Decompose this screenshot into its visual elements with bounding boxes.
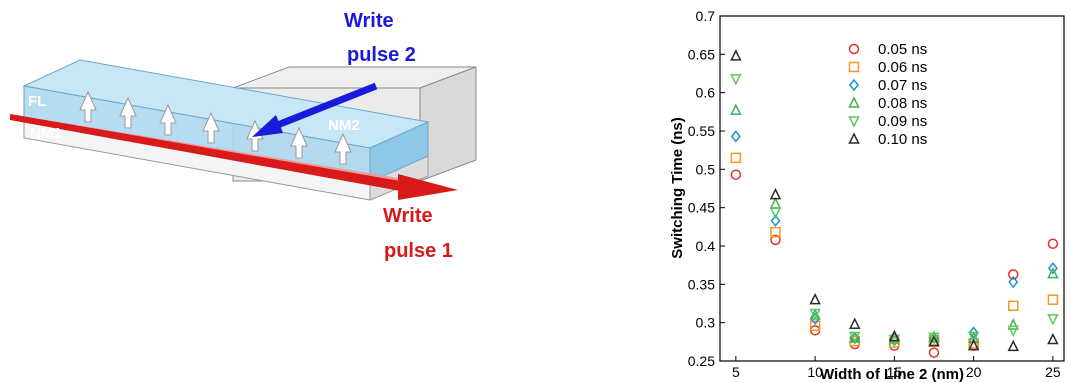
write-pulse-1-label-line1: Write (383, 205, 433, 227)
data-point-series-1 (1047, 294, 1059, 305)
spin-arrow-icon (119, 96, 137, 129)
write-pulse-1-arrow (10, 114, 458, 200)
data-point-series-3 (1007, 318, 1019, 330)
spin-arrow-icon (79, 90, 97, 123)
data-point-series-5 (769, 187, 782, 200)
write-pulse-2-arrow (252, 82, 378, 137)
data-point-series-5 (1007, 339, 1019, 352)
data-point-series-1 (730, 152, 742, 164)
data-point-series-4 (1007, 325, 1019, 338)
legend-label-1: 0.06 ns (878, 59, 927, 76)
data-point-series-5 (928, 335, 940, 347)
spin-arrow-icon (159, 103, 177, 136)
legend: 0.05 ns0.06 ns0.07 ns0.08 ns0.09 ns0.10 … (848, 41, 927, 148)
y-tick-label: 0.25 (688, 353, 715, 369)
x-tick-label: 10 (807, 364, 823, 380)
data-point-series-3 (730, 103, 742, 116)
data-point-series-5 (730, 49, 742, 61)
data-point-series-4 (730, 74, 742, 86)
nm1-label: NM1 (30, 125, 62, 142)
x-axis-title: Width of Line 2 (nm) (820, 366, 964, 383)
data-point-series-4 (769, 207, 782, 219)
data-point-series-0 (1008, 269, 1019, 280)
legend-marker-2 (849, 78, 859, 92)
x-tick-label: 15 (887, 364, 903, 380)
data-point-series-2 (1008, 275, 1019, 289)
x-tick-label: 25 (1045, 364, 1061, 380)
legend-marker-5 (848, 132, 860, 144)
y-tick-label: 0.6 (696, 85, 716, 101)
data-point-series-5 (967, 338, 980, 351)
legend-label-0: 0.05 ns (878, 41, 927, 58)
spin-arrow-icon (334, 132, 352, 165)
spin-arrow-icon (290, 126, 308, 159)
data-point-series-0 (770, 234, 781, 246)
data-point-series-3 (888, 332, 901, 344)
data-point-series-3 (769, 197, 782, 209)
switching-time-chart: 0.25 0.3 0.35 0.4 0.45 0.5 0.55 0.6 0.65 0.7 5 10 1… (669, 8, 1065, 383)
y-tick-label: 0.4 (696, 238, 716, 254)
legend-marker-3 (848, 96, 860, 108)
spin-arrow-icon (202, 111, 220, 144)
y-tick-label: 0.65 (688, 46, 715, 62)
data-point-series-4 (928, 332, 940, 344)
legend-label-4: 0.09 ns (878, 113, 927, 130)
y-axis: 0.25 0.3 0.35 0.4 0.45 0.5 0.55 0.6 0.65 0.7 (688, 8, 725, 369)
data-point-series-1 (809, 320, 821, 331)
legend-label-5: 0.10 ns (878, 131, 927, 148)
y-tick-label: 0.3 (696, 315, 716, 331)
data-point-series-2 (810, 312, 821, 326)
plot-frame (719, 15, 1065, 362)
data-markers (730, 49, 1059, 358)
x-tick-label: 20 (966, 364, 982, 380)
data-point-series-0 (928, 347, 940, 358)
y-tick-label: 0.45 (688, 200, 715, 216)
data-point-series-4 (809, 308, 821, 321)
data-point-series-5 (809, 292, 821, 305)
data-point-series-2 (968, 326, 979, 339)
data-point-series-4 (967, 331, 980, 344)
data-point-series-1 (968, 338, 979, 349)
x-axis: 5 10 15 20 25 (732, 356, 1061, 380)
y-tick-label: 0.7 (696, 8, 716, 24)
data-point-series-5 (888, 329, 901, 342)
y-tick-label: 0.5 (696, 161, 716, 177)
data-point-series-5 (849, 317, 861, 329)
write-pulse-2-label-line1: Write (344, 10, 394, 32)
data-point-series-0 (1047, 238, 1059, 249)
y-axis-title: Switching Time (ns) (669, 117, 686, 258)
data-point-series-4 (849, 331, 861, 344)
data-point-series-2 (1047, 262, 1058, 275)
x-tick-label: 5 (732, 364, 740, 380)
data-point-series-2 (730, 130, 741, 143)
y-tick-label: 0.55 (688, 123, 715, 139)
data-point-series-1 (1008, 300, 1019, 312)
y-tick-label: 0.35 (688, 276, 715, 292)
data-point-series-1 (770, 226, 781, 238)
data-point-series-2 (770, 214, 781, 227)
nm2-label: NM2 (328, 117, 360, 134)
legend-marker-0 (848, 43, 860, 55)
data-point-series-4 (1047, 314, 1059, 326)
legend-label-2: 0.07 ns (878, 77, 927, 94)
data-point-series-3 (1047, 266, 1059, 279)
write-pulse-1-label-line2: pulse 1 (384, 240, 453, 262)
legend-marker-4 (848, 116, 860, 128)
data-point-series-5 (1047, 332, 1059, 345)
write-pulse-2-label-line2: pulse 2 (347, 44, 416, 66)
legend-label-3: 0.08 ns (878, 95, 927, 112)
fl-label: FL (28, 93, 46, 110)
data-point-series-0 (730, 169, 742, 180)
device-diagram: FL NM1 NM2 Write pulse 2 Write pulse 1 (10, 10, 477, 262)
legend-marker-1 (848, 61, 860, 73)
